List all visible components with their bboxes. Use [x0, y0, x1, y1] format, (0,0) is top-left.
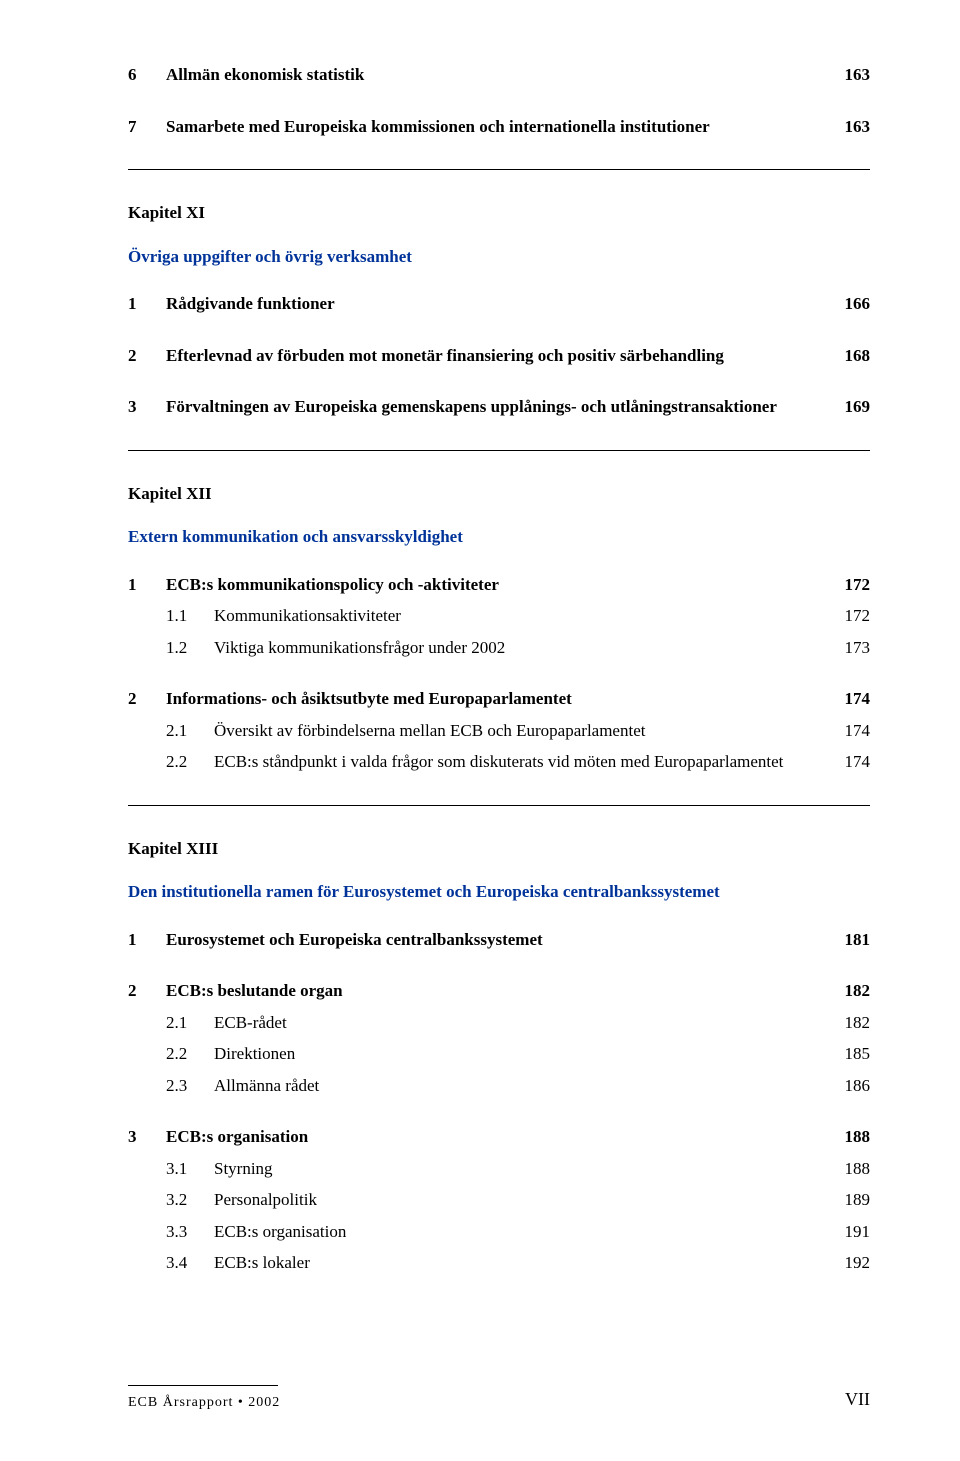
section-label: Allmän ekonomisk statistik: [166, 62, 820, 88]
footer-text: ECB Årsrapport • 2002: [128, 1395, 280, 1410]
page-number: 182: [820, 978, 870, 1004]
page-number: 166: [820, 291, 870, 317]
subsection-label: ECB:s ståndpunkt i valda frågor som disk…: [214, 749, 820, 775]
section-label: Samarbete med Europeiska kommissionen oc…: [166, 114, 820, 140]
page-footer: ECB Årsrapport • 2002 VII: [128, 1385, 870, 1413]
page: 6 Allmän ekonomisk statistik 163 7 Samar…: [0, 0, 960, 1461]
subsection-number: 3.1: [166, 1156, 214, 1182]
page-number: 186: [820, 1073, 870, 1099]
subsection-number: 2.2: [166, 1041, 214, 1067]
section-label: ECB:s kommunikationspolicy och -aktivite…: [166, 572, 820, 598]
section-label: Informations- och åsiktsutbyte med Europ…: [166, 686, 820, 712]
section-number: 1: [128, 572, 166, 598]
page-number: 172: [820, 572, 870, 598]
chapter-title: Extern kommunikation och ansvarsskyldigh…: [128, 524, 870, 550]
toc-row: 1 ECB:s kommunikationspolicy och -aktivi…: [128, 572, 870, 598]
section-label: Efterlevnad av förbuden mot monetär fina…: [166, 343, 820, 369]
subsection-number: 2.1: [166, 718, 214, 744]
subsection-number: 2.1: [166, 1010, 214, 1036]
page-number: 188: [820, 1124, 870, 1150]
footer-page-number: VII: [845, 1386, 870, 1413]
chapter-label: Kapitel XIII: [128, 836, 870, 862]
footer-rule: [128, 1385, 278, 1386]
toc-subrow: 1.2 Viktiga kommunikationsfrågor under 2…: [128, 635, 870, 661]
page-number: 188: [820, 1156, 870, 1182]
section-number: 1: [128, 291, 166, 317]
page-number: 174: [820, 686, 870, 712]
subsection-label: Styrning: [214, 1156, 820, 1182]
chapter-label: Kapitel XII: [128, 481, 870, 507]
chapter-label: Kapitel XI: [128, 200, 870, 226]
toc-row: 1 Eurosystemet och Europeiska centralban…: [128, 927, 870, 953]
section-number: 2: [128, 978, 166, 1004]
section-label: Eurosystemet och Europeiska centralbanks…: [166, 927, 820, 953]
page-number: 174: [820, 749, 870, 775]
toc-subrow: 2.3 Allmänna rådet 186: [128, 1073, 870, 1099]
toc-subrow: 2.1 ECB-rådet 182: [128, 1010, 870, 1036]
subsection-number: 1.2: [166, 635, 214, 661]
subsection-number: 3.4: [166, 1250, 214, 1276]
subsection-label: Allmänna rådet: [214, 1073, 820, 1099]
section-number: 7: [128, 114, 166, 140]
toc-subrow: 3.1 Styrning 188: [128, 1156, 870, 1182]
page-number: 172: [820, 603, 870, 629]
chapter-title: Den institutionella ramen för Eurosystem…: [128, 879, 870, 905]
toc-row: 2 Efterlevnad av förbuden mot monetär fi…: [128, 343, 870, 369]
page-number: 189: [820, 1187, 870, 1213]
subsection-label: Viktiga kommunikationsfrågor under 2002: [214, 635, 820, 661]
toc-row: 3 ECB:s organisation 188: [128, 1124, 870, 1150]
toc-row: 2 Informations- och åsiktsutbyte med Eur…: [128, 686, 870, 712]
toc-subrow: 2.2 Direktionen 185: [128, 1041, 870, 1067]
toc-subrow: 3.3 ECB:s organisation 191: [128, 1219, 870, 1245]
page-number: 174: [820, 718, 870, 744]
section-label: Rådgivande funktioner: [166, 291, 820, 317]
toc-row: 1 Rådgivande funktioner 166: [128, 291, 870, 317]
subsection-label: Kommunikationsaktiviteter: [214, 603, 820, 629]
divider: [128, 450, 870, 451]
page-number: 163: [820, 114, 870, 140]
page-number: 168: [820, 343, 870, 369]
page-number: 169: [820, 394, 870, 420]
subsection-number: 2.3: [166, 1073, 214, 1099]
section-label: ECB:s beslutande organ: [166, 978, 820, 1004]
divider: [128, 169, 870, 170]
page-number: 163: [820, 62, 870, 88]
section-number: 2: [128, 686, 166, 712]
page-number: 191: [820, 1219, 870, 1245]
toc-row: 2 ECB:s beslutande organ 182: [128, 978, 870, 1004]
page-number: 182: [820, 1010, 870, 1036]
toc-row: 3 Förvaltningen av Europeiska gemenskape…: [128, 394, 870, 420]
subsection-label: Direktionen: [214, 1041, 820, 1067]
toc-subrow: 3.4 ECB:s lokaler 192: [128, 1250, 870, 1276]
subsection-label: ECB-rådet: [214, 1010, 820, 1036]
subsection-label: Översikt av förbindelserna mellan ECB oc…: [214, 718, 820, 744]
subsection-number: 3.3: [166, 1219, 214, 1245]
section-label: Förvaltningen av Europeiska gemenskapens…: [166, 394, 820, 420]
section-number: 6: [128, 62, 166, 88]
footer-left: ECB Årsrapport • 2002: [128, 1385, 280, 1413]
page-number: 185: [820, 1041, 870, 1067]
page-number: 192: [820, 1250, 870, 1276]
toc-subrow: 2.1 Översikt av förbindelserna mellan EC…: [128, 718, 870, 744]
toc-subrow: 3.2 Personalpolitik 189: [128, 1187, 870, 1213]
subsection-number: 2.2: [166, 749, 214, 775]
section-number: 3: [128, 1124, 166, 1150]
section-label: ECB:s organisation: [166, 1124, 820, 1150]
section-number: 3: [128, 394, 166, 420]
section-number: 1: [128, 927, 166, 953]
toc-row: 7 Samarbete med Europeiska kommissionen …: [128, 114, 870, 140]
toc-subrow: 2.2 ECB:s ståndpunkt i valda frågor som …: [128, 749, 870, 775]
toc-subrow: 1.1 Kommunikationsaktiviteter 172: [128, 603, 870, 629]
subsection-label: ECB:s lokaler: [214, 1250, 820, 1276]
subsection-number: 1.1: [166, 603, 214, 629]
section-number: 2: [128, 343, 166, 369]
toc-row: 6 Allmän ekonomisk statistik 163: [128, 62, 870, 88]
subsection-number: 3.2: [166, 1187, 214, 1213]
subsection-label: Personalpolitik: [214, 1187, 820, 1213]
page-number: 181: [820, 927, 870, 953]
divider: [128, 805, 870, 806]
chapter-title: Övriga uppgifter och övrig verksamhet: [128, 244, 870, 270]
subsection-label: ECB:s organisation: [214, 1219, 820, 1245]
page-number: 173: [820, 635, 870, 661]
